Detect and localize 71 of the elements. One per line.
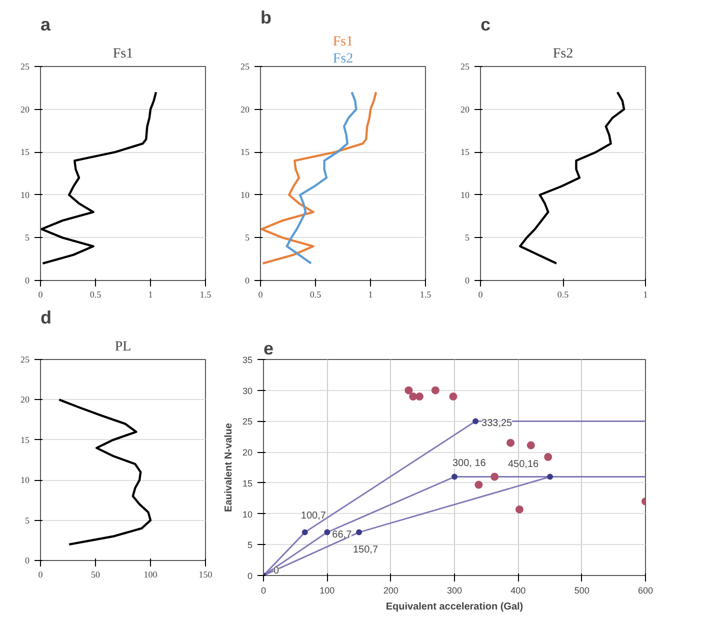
x-tick-label: 150 [198,570,213,580]
y-tick-label: 30 [242,386,253,396]
y-tick-label: 10 [460,190,470,200]
y-tick-label: 0 [25,276,30,286]
x-tick-label: 0.5 [310,290,322,300]
x-tick-label: 600 [638,586,654,596]
x-axis-title: Equivalent acceleration (Gal) [386,602,524,612]
y-tick-label: 0 [465,276,470,286]
y-tick-label: 20 [240,104,250,114]
text: d [40,308,52,328]
chart-title: PL [114,340,132,354]
x-tick-label: 0 [38,570,44,580]
x-tick-label: 200 [383,586,398,596]
text: Fs1 [332,34,354,50]
y-tick-label: 15 [460,147,470,158]
x-tick-label: 1.5 [200,290,212,300]
x-tick-label: 0.5 [557,290,570,300]
annotation: 66,7 [332,529,352,540]
y-tick-label: 25 [20,354,30,364]
annotation: 100,7 [300,510,326,522]
x-tick-label: 300 [446,586,462,596]
y-tick-label: 5 [25,515,30,526]
y-tick-label: 0 [245,276,250,286]
x-tick-label: 0.5 [90,290,102,300]
chart-title: Fs2 [552,46,574,62]
y-tick-label: 10 [240,190,250,200]
x-tick-label: 0 [478,290,484,300]
y-tick-label: 15 [20,434,30,445]
y-tick-label: 20 [20,394,30,405]
annotation: 300, 16 [452,458,486,469]
annotation: 333,25 [482,418,513,430]
y-tick-label: 0 [25,556,30,566]
series-label: Fs2 [332,52,354,66]
y-tick-label: 25 [20,62,30,72]
text: b [260,8,272,28]
x-tick-label: 0 [38,290,44,300]
y-tick-label: 15 [242,478,253,488]
y-tick-label: 25 [460,62,470,72]
y-tick-label: 25 [240,62,250,72]
x-tick-label: 1.5 [420,290,432,300]
y-tick-label: 25 [242,416,253,427]
x-tick-label: 100 [144,570,158,580]
annotation: 450,16 [508,458,540,470]
y-tick-label: 10 [20,475,30,486]
x-tick-label: 100 [320,586,335,596]
y-tick-label: 35 [242,355,253,365]
y-tick-label: 5 [25,232,30,243]
annotation: 150,7 [353,544,378,556]
x-tick-label: 400 [510,586,526,596]
text: c [480,14,491,34]
y-tick-label: 10 [242,509,253,520]
text: e [264,338,274,358]
y-tick-label: 15 [240,147,250,158]
x-tick-label: 500 [574,586,590,596]
y-tick-label: 5 [465,232,470,243]
x-tick-label: 0 [260,586,266,596]
chart-title: Fs1 [112,46,134,62]
y-tick-label: 20 [460,104,470,114]
y-tick-label: 5 [247,540,253,550]
x-tick-label: 0 [258,290,264,300]
text: a [40,14,52,34]
y-tick-label: 10 [20,190,30,200]
y-tick-label: 15 [20,147,30,158]
y-tick-label: 20 [242,448,253,458]
y-axis-title: Eauivalent N-value [223,422,234,512]
x-tick-label: 50 [91,570,100,580]
y-tick-label: 20 [20,104,30,114]
y-tick-label: 5 [245,232,250,243]
x-tick-label: 1 [643,290,648,300]
x-tick-label: 1 [148,290,153,300]
x-tick-label: 1 [368,290,373,300]
